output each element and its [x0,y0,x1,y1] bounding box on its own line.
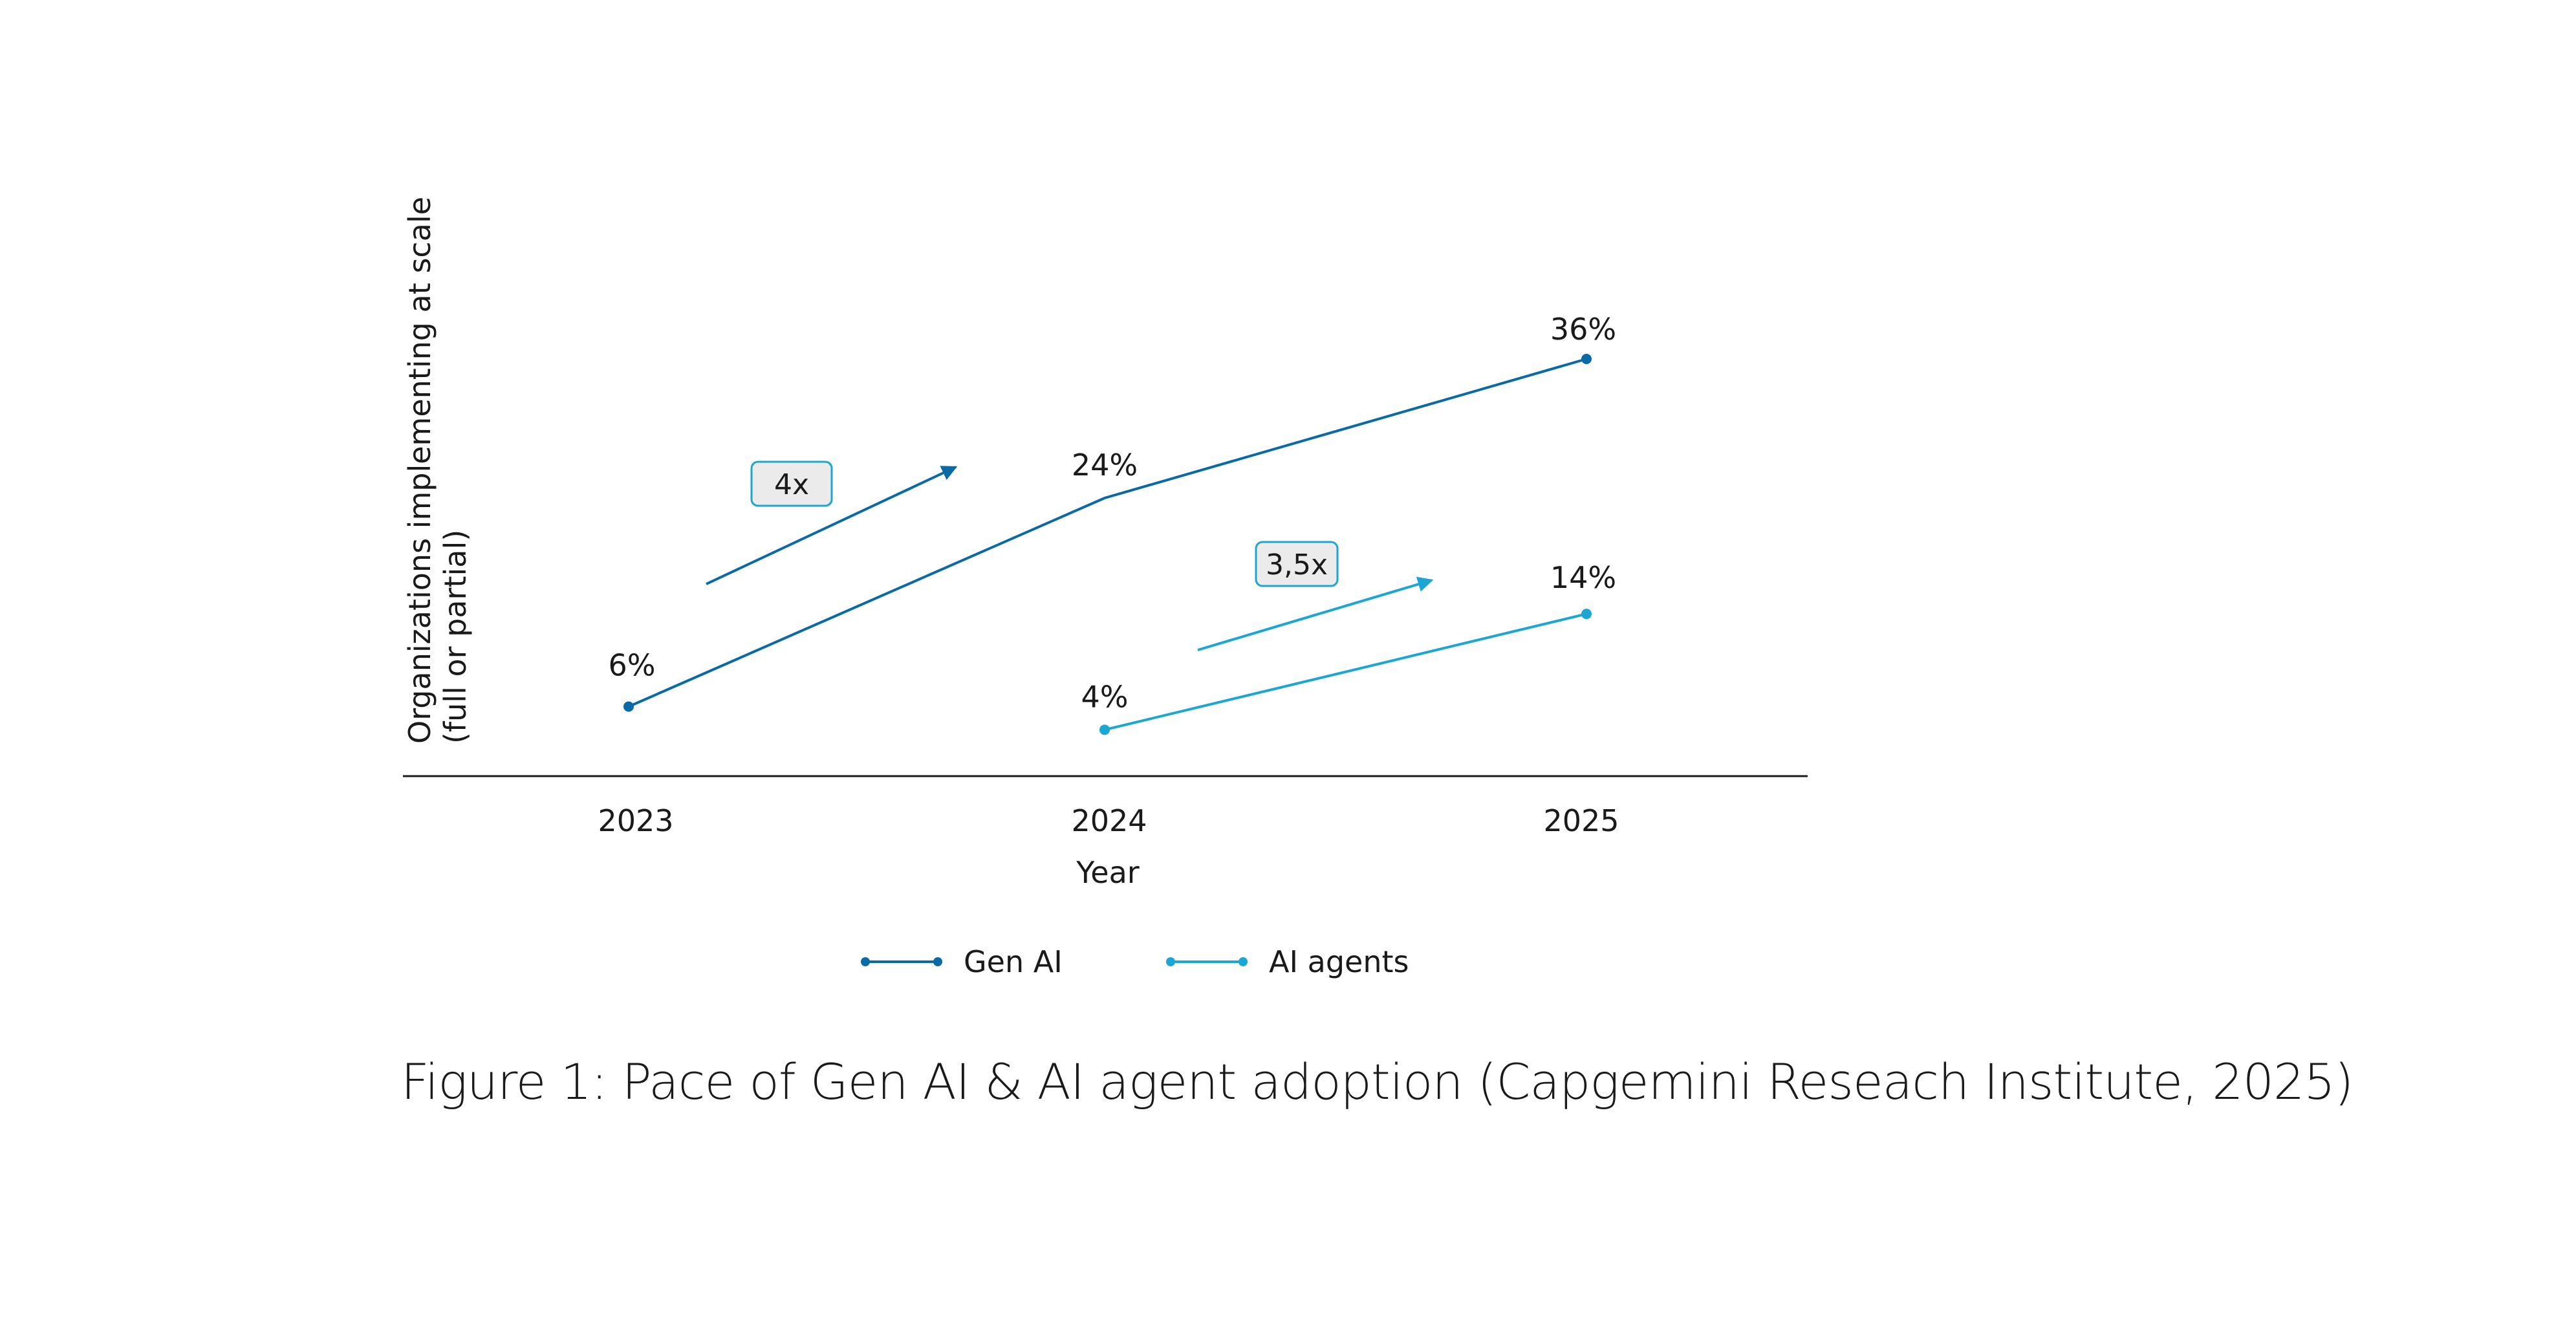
growth-arrow-gen-ai [706,466,958,585]
series-ai-agents: 4% 14% [1081,560,1616,735]
growth-badge-gen-ai [750,461,833,507]
legend-label-ai-agents: AI agents [1269,944,1409,979]
data-point-gen-ai-2025 [1581,354,1592,364]
x-tick-label-2025: 2025 [1543,803,1619,838]
legend-label-gen-ai: Gen AI [964,944,1063,979]
growth-arrow-ai-agents [1197,576,1434,651]
y-axis-title-line2: (full or partial) [438,530,473,744]
growth-badge-ai-agents [1255,541,1339,587]
growth-badge-ai-agents-label: 3,5x [1266,548,1328,581]
series-gen-ai: 6% 24% 36% [609,312,1616,712]
series-line-ai-agents [1104,612,1587,732]
data-label-ai-agents-2024: 4% [1081,679,1129,714]
figure-caption: Figure 1: Pace of Gen AI & AI agent adop… [401,1053,2354,1111]
legend-swatch-ai-agents-dot-start [1166,957,1175,966]
legend-swatch-ai-agents-dot-end [1239,957,1248,966]
legend: Gen AI AI agents [861,944,1409,979]
x-axis-title: Year [1076,855,1139,890]
growth-badge-gen-ai-label: 4x [774,468,809,501]
series-line-gen-ai [628,358,1587,708]
data-label-gen-ai-2024: 24% [1072,448,1138,482]
data-point-gen-ai-2023 [623,701,634,712]
legend-swatch-gen-ai-dot-end [933,957,942,966]
data-label-ai-agents-2025: 14% [1550,560,1616,595]
legend-swatch-gen-ai-dot-start [861,957,870,966]
x-tick-label-2024: 2024 [1071,803,1147,838]
x-tick-label-2023: 2023 [598,803,673,838]
data-label-gen-ai-2023: 6% [609,648,656,683]
data-label-gen-ai-2025: 36% [1550,312,1616,347]
data-point-ai-agents-2025 [1581,609,1592,620]
y-axis-title-line1: Organizations implementing at scale [402,197,437,744]
data-point-ai-agents-2024 [1099,724,1110,735]
